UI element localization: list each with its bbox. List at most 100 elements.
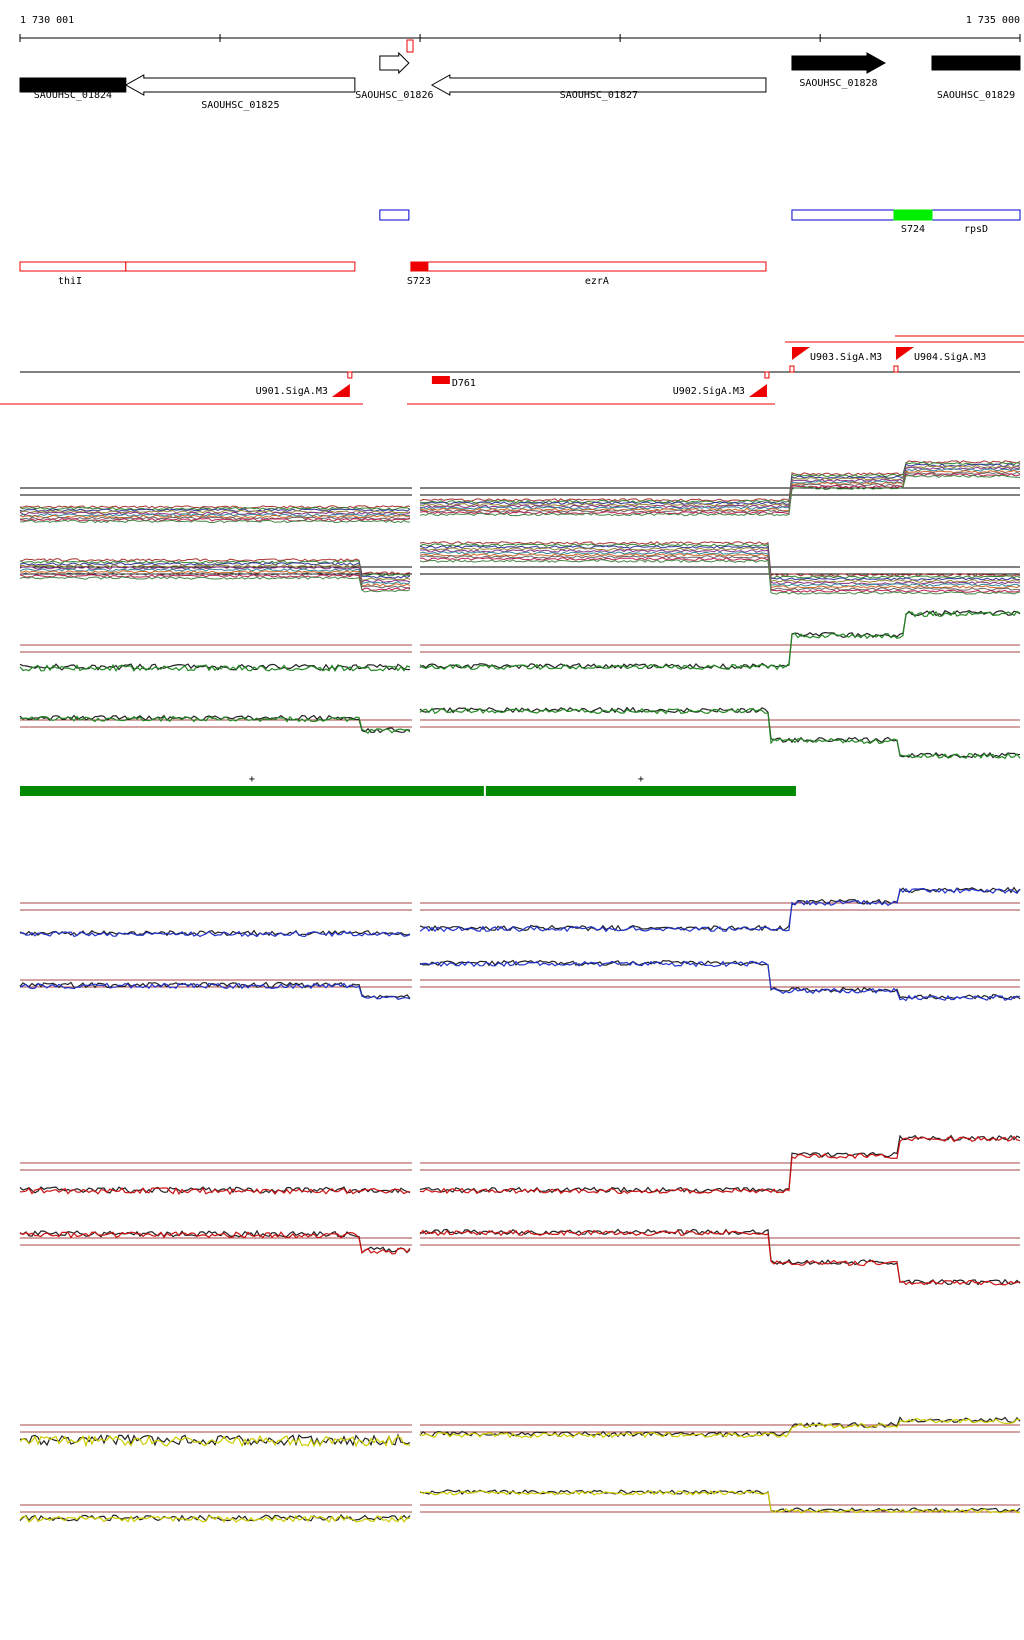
gene-label: SAOUHSC_01829: [937, 90, 1015, 101]
blue-series-colored: [19, 930, 411, 938]
red-feature-label: thiI: [58, 276, 82, 287]
promoter-flag: [791, 347, 810, 360]
bundle-line: [419, 545, 1020, 581]
red-series-colored: [419, 1135, 1021, 1195]
gene-arrow: [124, 74, 356, 96]
gene-label: SAOUHSC_01828: [799, 78, 877, 89]
bundle-line: [19, 572, 410, 589]
yellow-series-colored: [419, 1490, 1020, 1514]
bundle-line: [419, 547, 1021, 583]
green-series-colored: [19, 663, 411, 672]
gene-track: SAOUHSC_01824 SAOUHSC_01825 SAOUHSC_01826 S…: [19, 51, 1021, 111]
promoter-tick: [764, 371, 770, 379]
expression-plot-area: [19, 460, 1021, 1523]
bundle-line: [419, 463, 1021, 506]
bundle-line: [19, 508, 411, 512]
coverage-bar: [485, 786, 796, 796]
bundle-line: [419, 474, 1021, 517]
coverage-bar: [20, 786, 484, 796]
bundle-line: [19, 574, 411, 591]
bundle-line: [19, 519, 411, 524]
bundle-line: [419, 473, 1021, 515]
ruler-start-label: 1 730 001: [20, 15, 74, 26]
ruler-marker: [406, 39, 414, 53]
bundle-line: [20, 516, 411, 520]
yellow-series-colored: [19, 1514, 411, 1523]
gene-label: SAOUHSC_01827: [560, 90, 638, 101]
red-series-colored: [19, 1231, 411, 1255]
bundle-line: [419, 461, 1021, 504]
gene-label: SAOUHSC_01824: [34, 90, 112, 101]
gene-label: SAOUHSC_01826: [355, 90, 433, 101]
bundle-line: [19, 570, 411, 587]
promoter-tick: [893, 365, 899, 373]
promoter-flag: [331, 384, 350, 397]
bundle-line: [19, 560, 411, 577]
green-series-black: [19, 714, 411, 734]
gene-label: SAOUHSC_01825: [201, 100, 279, 111]
red-feature-box: [427, 261, 767, 272]
yellow-series-colored: [19, 1434, 411, 1448]
blue-series-black: [19, 981, 411, 1000]
bundle-line: [19, 511, 411, 516]
green-series-colored: [419, 707, 1021, 760]
coverage-plus-label: +: [638, 774, 644, 785]
blue-series-black: [419, 886, 1021, 932]
gene-arrow: [19, 77, 127, 93]
element-box: [431, 376, 450, 384]
bundle-line: [19, 562, 411, 579]
bundle-line: [19, 517, 411, 522]
bundle-line: [19, 566, 411, 583]
bundle-line: [419, 460, 1021, 502]
gene-arrow: [430, 74, 767, 96]
blue-feature-box: [379, 209, 410, 221]
red-series-black: [419, 1228, 1021, 1286]
red-feature-box: [410, 261, 429, 272]
yellow-series-black: [19, 1433, 411, 1447]
blue-series-colored: [419, 960, 1021, 1002]
coverage-plus-label: +: [249, 774, 255, 785]
red-feature-track: thiI S723 ezrA: [19, 261, 767, 287]
bundle-line: [419, 465, 1021, 507]
blue-series-colored: [19, 982, 411, 1000]
coordinate-ruler: 1 730 001 1 735 000: [19, 15, 1021, 53]
blue-series-black: [419, 959, 1021, 1001]
gene-arrow: [379, 51, 410, 75]
element-label: D761: [452, 378, 476, 389]
promoter-flag: [748, 384, 767, 397]
red-series-colored: [419, 1229, 1021, 1286]
bundle-line: [419, 559, 1021, 595]
green-feature-label: S724: [901, 224, 925, 235]
red-feature-box: [19, 261, 127, 272]
bundle-line: [419, 555, 1021, 591]
yellow-series-black: [419, 1489, 1021, 1513]
promoter-flag: [895, 347, 914, 360]
bundle-line: [19, 513, 411, 517]
green-series-colored: [419, 610, 1021, 671]
red-series-black: [19, 1229, 411, 1254]
yellow-series-colored: [419, 1417, 1021, 1439]
coverage-bar-track: + +: [20, 774, 796, 796]
blue-feature-label: rpsD: [964, 224, 988, 235]
red-feature-label: ezrA: [585, 276, 609, 287]
promoter-label: U901.SigA.M3: [256, 386, 328, 397]
green-series-colored: [20, 715, 411, 735]
red-series-black: [419, 1134, 1021, 1194]
bundle-line: [419, 557, 1021, 593]
blue-feature-track: rpsD S724: [379, 209, 1021, 235]
promoter-label: U902.SigA.M3: [673, 386, 745, 397]
gene-arrow: [791, 52, 887, 74]
green-series-black: [419, 706, 1021, 759]
yellow-series-black: [419, 1416, 1021, 1438]
red-series-colored: [19, 1187, 411, 1196]
gene-arrow: [931, 55, 1021, 71]
bundle-line: [419, 551, 1021, 587]
promoter-track: U901.SigA.M3 U902.SigA.M3 U903.SigA.M3 U904…: [0, 335, 1024, 405]
promoter-tick: [789, 365, 795, 373]
red-feature-label: S723: [407, 276, 431, 287]
bundle-line: [419, 553, 1021, 589]
red-feature-box: [125, 261, 356, 272]
bundle-line: [419, 466, 1021, 509]
blue-feature-box: [931, 209, 1021, 221]
